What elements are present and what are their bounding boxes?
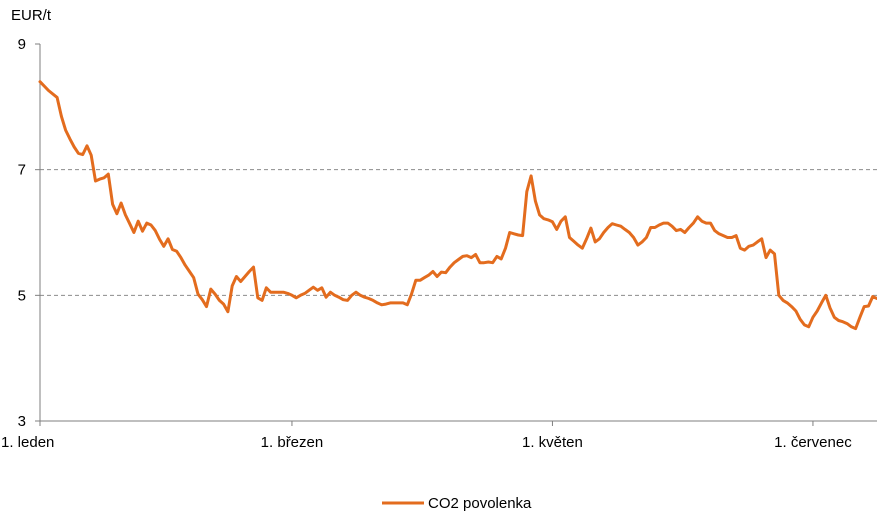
legend: CO2 povolenka (382, 495, 532, 511)
gridlines (40, 169, 877, 296)
y-tick-label: 5 (18, 287, 26, 304)
series-line-0 (38, 80, 877, 331)
y-tick-label: 3 (18, 413, 26, 430)
x-tick-label: 1. květen (522, 434, 583, 451)
y-tick-label: 7 (18, 162, 26, 179)
axes: 3 5 7 9 1. leden 1. březen 1. květen 1. červene… (1, 36, 877, 451)
x-tick-label: 1. červenec (774, 434, 852, 451)
series-layer (38, 80, 877, 331)
x-tick-label: 1. březen (261, 434, 324, 451)
y-axis-unit-label: EUR/t (11, 7, 52, 24)
legend-label: CO2 povolenka (428, 495, 532, 511)
x-tick-label: 1. leden (1, 434, 54, 451)
y-tick-label: 9 (18, 36, 26, 53)
